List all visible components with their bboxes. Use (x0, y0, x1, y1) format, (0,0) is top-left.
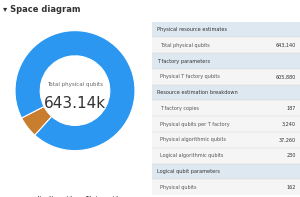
Text: Physical T factory qubits: Physical T factory qubits (160, 74, 220, 79)
FancyBboxPatch shape (152, 132, 300, 148)
Text: Physical qubits: Physical qubits (160, 185, 197, 190)
FancyBboxPatch shape (152, 179, 300, 195)
Text: Physical algorithmic qubits: Physical algorithmic qubits (160, 137, 226, 142)
Text: 605,880: 605,880 (275, 74, 296, 79)
FancyBboxPatch shape (152, 37, 300, 53)
Wedge shape (15, 31, 135, 151)
Text: Total physical qubits: Total physical qubits (47, 82, 103, 87)
FancyBboxPatch shape (152, 116, 300, 132)
Text: ▾ Space diagram: ▾ Space diagram (3, 5, 80, 14)
Wedge shape (22, 107, 52, 135)
FancyBboxPatch shape (152, 85, 300, 100)
Text: T factory parameters: T factory parameters (158, 59, 210, 64)
Text: 3,240: 3,240 (281, 122, 296, 127)
Text: Total physical qubits: Total physical qubits (160, 43, 210, 48)
Text: 37,260: 37,260 (278, 137, 296, 142)
Text: 643,140: 643,140 (275, 43, 296, 48)
Text: Resource estimation breakdown: Resource estimation breakdown (158, 90, 238, 95)
Text: Physical qubits per T factory: Physical qubits per T factory (160, 122, 230, 127)
FancyBboxPatch shape (152, 53, 300, 69)
Text: T factory copies: T factory copies (160, 106, 200, 111)
Text: Logical qubit parameters: Logical qubit parameters (158, 169, 220, 174)
FancyBboxPatch shape (152, 148, 300, 164)
Text: 162: 162 (286, 185, 296, 190)
Text: 643.14k: 643.14k (44, 96, 106, 111)
Legend: Algorithm qubits
37,260, T factory qubits
605,880: Algorithm qubits 37,260, T factory qubit… (27, 194, 123, 197)
FancyBboxPatch shape (152, 100, 300, 116)
Text: Physical resource estimates: Physical resource estimates (158, 27, 227, 32)
FancyBboxPatch shape (152, 22, 300, 37)
FancyBboxPatch shape (152, 69, 300, 85)
Text: Logical algorithmic qubits: Logical algorithmic qubits (160, 153, 224, 158)
Text: 187: 187 (286, 106, 296, 111)
FancyBboxPatch shape (152, 164, 300, 179)
Text: 230: 230 (286, 153, 296, 158)
